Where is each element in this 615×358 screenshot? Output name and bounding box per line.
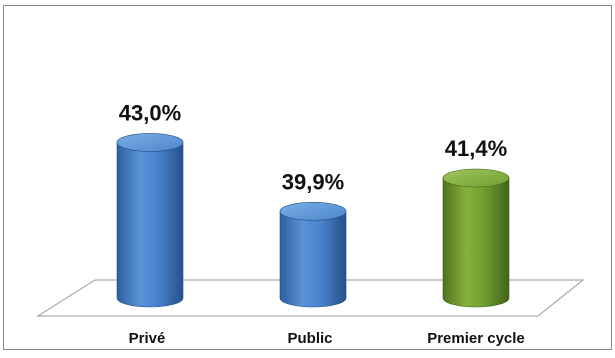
bar-top xyxy=(442,168,510,188)
data-label: 41,4% xyxy=(445,136,507,161)
data-label: 43,0% xyxy=(119,100,181,125)
bar-2 xyxy=(279,202,347,308)
bar-body xyxy=(442,177,510,308)
bar-body xyxy=(279,211,347,308)
category-label: Premier cycle xyxy=(427,330,525,347)
bar-top xyxy=(279,202,347,221)
data-label: 39,9% xyxy=(282,169,344,194)
bar-body xyxy=(116,142,184,308)
bar-3 xyxy=(442,168,510,308)
bar-top xyxy=(116,133,184,152)
category-label: Public xyxy=(287,330,332,347)
category-label: Privé xyxy=(129,330,166,347)
bar-1 xyxy=(116,133,184,308)
